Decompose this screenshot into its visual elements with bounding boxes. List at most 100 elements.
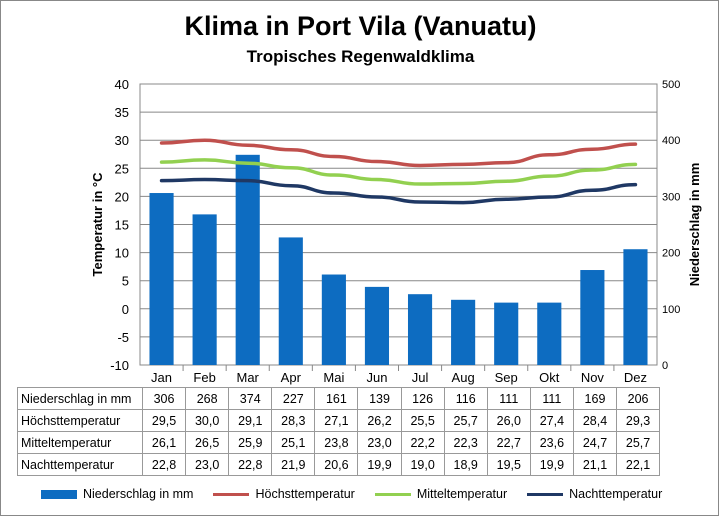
table-cell: 21,9: [271, 453, 316, 476]
x-tick-label: Sep: [495, 370, 518, 385]
table-cell: 23,0: [357, 431, 402, 454]
table-cell: 22,2: [400, 431, 445, 454]
table-cell: 22,8: [141, 453, 187, 476]
y-tick-left: 0: [122, 302, 129, 317]
y-tick-right: 500: [662, 79, 680, 91]
x-tick-label: Jul: [412, 370, 429, 385]
table-cell: 139: [357, 387, 402, 410]
table-cell: 23,6: [529, 431, 574, 454]
legend-swatch: [527, 492, 564, 496]
y-tick-left: 40: [115, 77, 129, 92]
table-row: Niederschlag in mm 306 268 374 227 161 139 126 1…: [17, 387, 661, 410]
x-tick-label: Aug: [452, 370, 475, 385]
table-cell: 28,4: [572, 409, 618, 432]
bar-sep: [494, 302, 519, 365]
y-tick-right: 200: [662, 248, 680, 260]
legend: Niederschlag in mm Höchsttemperatur Mittel…: [41, 487, 682, 501]
table-cell: 25,1: [271, 431, 316, 454]
table-row: Höchsttemperatur 29,5 30,0 29,1 28,3 27,1 26,2…: [17, 409, 661, 432]
table-cell: 19,9: [529, 453, 574, 476]
table-cell: 169: [572, 387, 618, 410]
table-cell: 306: [141, 387, 187, 410]
table-cell: 25,7: [443, 409, 488, 432]
table-cell: 26,5: [185, 431, 230, 454]
table-cell: 22,3: [443, 431, 488, 454]
table-cell: 23,0: [185, 453, 230, 476]
table-cell: 21,1: [572, 453, 618, 476]
table-cell: 111: [486, 387, 531, 410]
bar-apr: [278, 237, 303, 365]
line-mitteltemperatur: [159, 158, 638, 186]
table-cell: 19,9: [357, 453, 402, 476]
bar-nov: [580, 270, 605, 365]
y-axis-label-right: Niederschlag in mm: [687, 163, 702, 287]
data-table: Niederschlag in mm 306 268 374 227 161 139 126 1…: [17, 387, 661, 476]
x-tick-label: Apr: [281, 370, 302, 385]
legend-label: Mitteltemperatur: [416, 487, 508, 501]
table-cell: 268: [185, 387, 230, 410]
table-cell: 29,1: [228, 409, 273, 432]
legend-item: Niederschlag in mm: [41, 487, 193, 501]
legend-swatch: [41, 489, 77, 499]
table-cell: 161: [314, 387, 359, 410]
bar-jun: [364, 286, 390, 365]
y-tick-left: 5: [122, 274, 129, 289]
bar-feb: [192, 214, 217, 365]
chart-subtitle: Tropisches Regenwaldklima: [246, 47, 475, 66]
bar-mai: [321, 274, 346, 365]
table-cell: 20,6: [314, 453, 359, 476]
table-cell: 25,7: [616, 431, 661, 454]
table-cell: 27,1: [314, 409, 359, 432]
x-tick-label: Dez: [624, 370, 647, 385]
legend-label: Niederschlag in mm: [83, 487, 194, 501]
y-tick-left: 10: [115, 246, 129, 261]
legend-item: Nachttemperatur: [527, 487, 662, 501]
table-cell: 25,9: [228, 431, 273, 454]
table-cell: 23,8: [314, 431, 359, 454]
x-tick-label: Mar: [237, 370, 260, 385]
y-tick-left: -10: [110, 358, 129, 373]
table-cell: 18,9: [443, 453, 488, 476]
legend-swatch: [374, 492, 411, 496]
table-row: Nachttemperatur 22,8 23,0 22,8 21,9 20,6 19,9 1…: [17, 453, 661, 476]
bar-mar: [235, 154, 260, 365]
table-cell: 19,0: [400, 453, 445, 476]
bar-jan: [149, 193, 174, 365]
table-cell: 30,0: [185, 409, 230, 432]
x-tick-label: Jan: [151, 370, 172, 385]
x-tick-label: Feb: [193, 370, 215, 385]
table-cell: 28,3: [271, 409, 316, 432]
table-cell: 126: [400, 387, 445, 410]
y-tick-right: 400: [662, 135, 680, 147]
x-tick-label: Okt: [539, 370, 560, 385]
table-cell: 26,1: [141, 431, 187, 454]
line-nachttemperatur: [159, 177, 638, 205]
x-tick-label: Jun: [366, 370, 387, 385]
y-tick-right: 0: [662, 360, 668, 372]
y-tick-left: 30: [115, 133, 129, 148]
y-tick-right: 300: [662, 191, 680, 203]
row-label: Nachttemperatur: [17, 453, 143, 476]
table-cell: 111: [529, 387, 574, 410]
bar-aug: [451, 299, 476, 365]
legend-swatch: [213, 492, 250, 496]
x-tick-label: Nov: [581, 370, 605, 385]
table-cell: 24,7: [572, 431, 618, 454]
table-cell: 116: [443, 387, 488, 410]
y-tick-left: 35: [115, 105, 129, 120]
table-cell: 26,2: [357, 409, 402, 432]
y-tick-left: 20: [115, 189, 129, 204]
y-axis-label-left: Temperatur in °C: [90, 172, 105, 277]
y-tick-left: -5: [117, 330, 129, 345]
legend-item: Mitteltemperatur: [374, 487, 508, 501]
table-cell: 22,1: [616, 453, 661, 476]
table-cell: 25,5: [400, 409, 445, 432]
table-cell: 26,0: [486, 409, 531, 432]
table-cell: 27,4: [529, 409, 574, 432]
bar-okt: [537, 302, 562, 365]
y-tick-right: 100: [662, 304, 680, 316]
row-label: Niederschlag in mm: [17, 387, 143, 410]
y-tick-left: 15: [115, 218, 129, 233]
